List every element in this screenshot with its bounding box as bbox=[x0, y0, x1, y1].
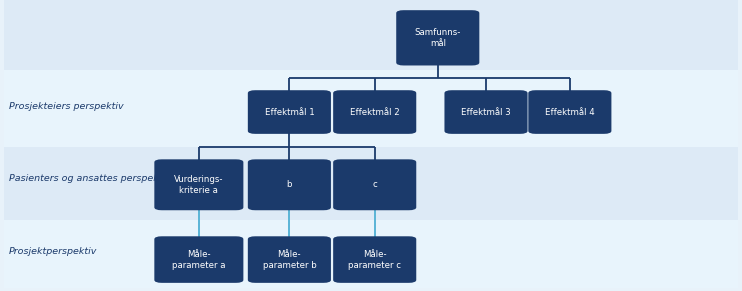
Text: Prosjektperspektiv: Prosjektperspektiv bbox=[9, 247, 97, 256]
Text: Måle-
parameter a: Måle- parameter a bbox=[172, 249, 226, 270]
Text: Effektmål 1: Effektmål 1 bbox=[264, 108, 315, 116]
Text: Effektmål 4: Effektmål 4 bbox=[545, 108, 595, 116]
Bar bbox=[4, 70, 738, 147]
FancyBboxPatch shape bbox=[248, 236, 331, 283]
FancyBboxPatch shape bbox=[248, 90, 331, 134]
Text: b: b bbox=[286, 180, 292, 189]
FancyBboxPatch shape bbox=[333, 90, 416, 134]
Text: c: c bbox=[372, 180, 377, 189]
Text: Vurderings-
kriterie a: Vurderings- kriterie a bbox=[174, 175, 223, 195]
FancyBboxPatch shape bbox=[528, 90, 611, 134]
FancyBboxPatch shape bbox=[248, 159, 331, 210]
Text: Effektmål 3: Effektmål 3 bbox=[461, 108, 511, 116]
FancyBboxPatch shape bbox=[396, 10, 479, 65]
FancyBboxPatch shape bbox=[333, 236, 416, 283]
Text: Prosjekteiers perspektiv: Prosjekteiers perspektiv bbox=[9, 102, 123, 111]
Text: Pasienters og ansattes perspektiv: Pasienters og ansattes perspektiv bbox=[9, 175, 171, 183]
Text: Effektmål 2: Effektmål 2 bbox=[349, 108, 400, 116]
Bar bbox=[4, 220, 738, 288]
FancyBboxPatch shape bbox=[154, 236, 243, 283]
Text: Måle-
parameter b: Måle- parameter b bbox=[263, 249, 316, 270]
Bar bbox=[4, 147, 738, 220]
FancyBboxPatch shape bbox=[333, 159, 416, 210]
Text: Samfunns-
mål: Samfunns- mål bbox=[415, 28, 461, 48]
Text: Måle-
parameter c: Måle- parameter c bbox=[348, 249, 401, 270]
FancyBboxPatch shape bbox=[444, 90, 528, 134]
FancyBboxPatch shape bbox=[154, 159, 243, 210]
Bar bbox=[4, 0, 738, 70]
